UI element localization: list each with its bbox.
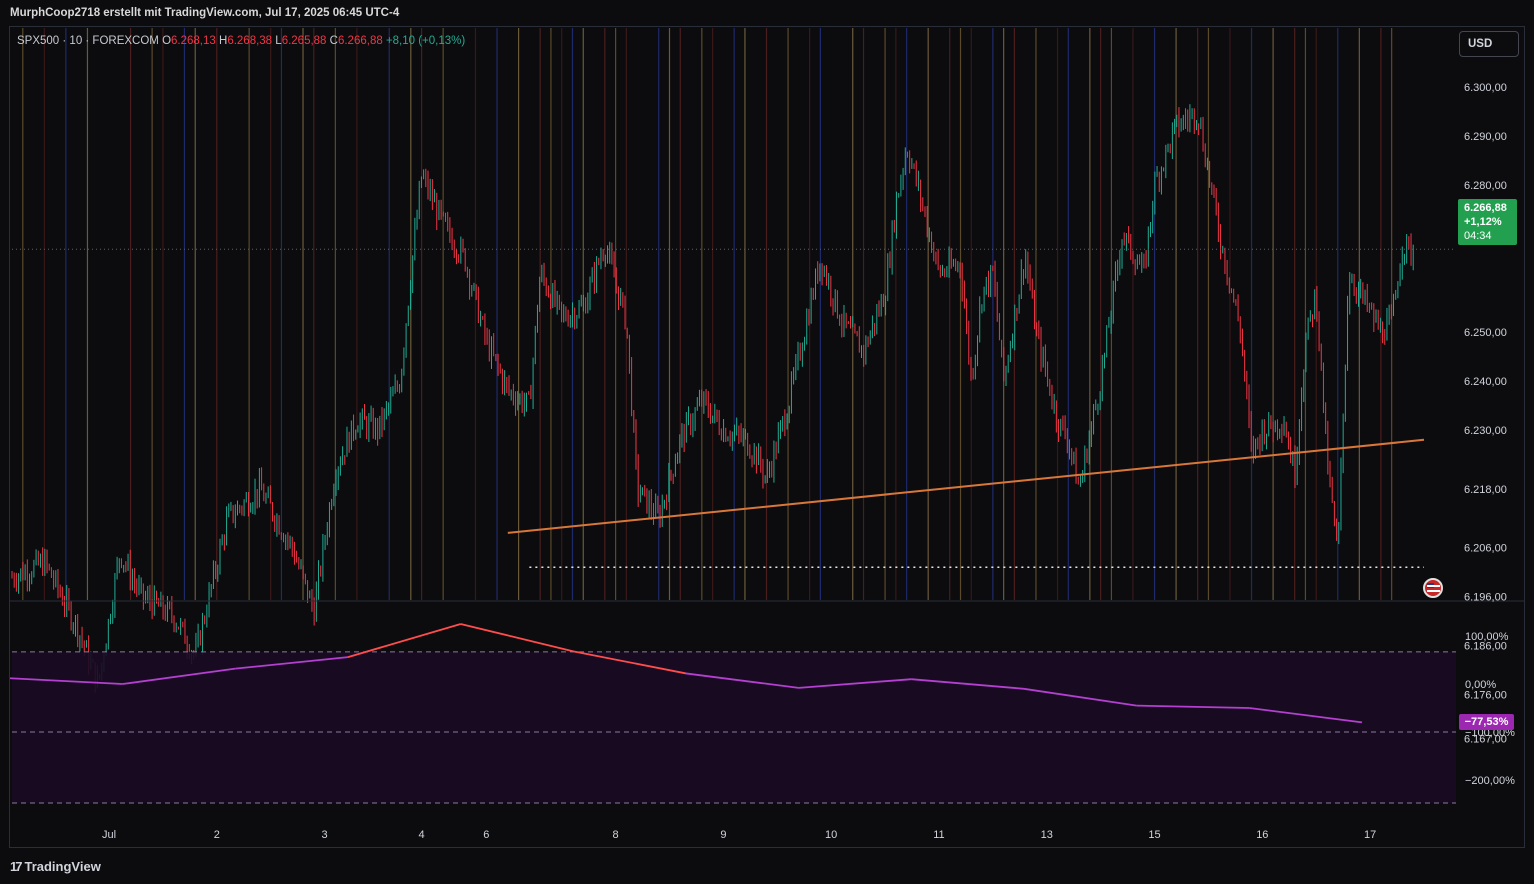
price-axis: 6.300,006.290,006.280,006.270,006.250,00…: [1464, 82, 1515, 787]
us-flag-icon[interactable]: [1423, 578, 1443, 598]
time-axis-label: 10: [825, 829, 837, 841]
tradingview-logo-icon: 17: [10, 859, 23, 874]
price-candles: [11, 104, 1414, 693]
price-axis-label: 6.290,00: [1464, 131, 1507, 143]
currency-selector-button[interactable]: USD: [1459, 31, 1519, 57]
bar-countdown: 04:34: [1464, 230, 1492, 242]
symbol-legend[interactable]: SPX500 · 10 · FOREXCOM O6.268,13 H6.268,…: [17, 35, 465, 47]
time-axis-label: 15: [1148, 829, 1160, 841]
oscillator-axis-label: −100,00%: [1465, 727, 1515, 739]
tradingview-brand[interactable]: 17 TradingView: [10, 859, 101, 874]
price-axis-label: 6.250,00: [1464, 327, 1507, 339]
oscillator-line-segment: [573, 650, 687, 675]
chart-caption: MurphCoop2718 erstellt mit TradingView.c…: [10, 7, 400, 19]
time-axis-label: 2: [214, 829, 220, 841]
last-price-value: 6.266,88: [1464, 202, 1507, 214]
last-price-change: +1,12%: [1464, 216, 1502, 228]
time-axis-label: 8: [613, 829, 619, 841]
price-axis-label: 6.300,00: [1464, 82, 1507, 94]
chart-overlays: [10, 248, 1524, 602]
oscillator-line-segment: [460, 623, 574, 653]
time-axis-label: 11: [933, 829, 944, 841]
chart-frame: [9, 26, 1525, 848]
price-axis-label: 6.206,00: [1464, 543, 1507, 555]
oscillator-line-segment: [1136, 704, 1250, 709]
oscillator-value-badge: −77,53%: [1459, 714, 1514, 730]
oscillator-line-segment: [685, 672, 799, 689]
oscillator-pane: [9, 623, 1456, 804]
oscillator-band: [12, 651, 1456, 804]
open-label: O: [162, 35, 172, 47]
high-value: 6.268,38: [227, 35, 273, 47]
time-axis-label: 9: [720, 829, 726, 841]
time-axis-label: Jul: [102, 829, 116, 841]
time-axis-label: 4: [419, 829, 425, 841]
price-axis-label: 6.186,00: [1464, 641, 1507, 653]
price-axis-label: 6.167,00: [1464, 734, 1507, 746]
vertical-marker-lines: [22, 28, 1393, 600]
change-value: +8,10 (+0,13%): [385, 35, 466, 47]
time-axis-label: 3: [322, 829, 328, 841]
price-axis-label: 6.280,00: [1464, 180, 1507, 192]
price-axis-label: 6.230,00: [1464, 425, 1507, 437]
oscillator-axis-label: −200,00%: [1465, 775, 1515, 787]
trend-line: [507, 438, 1425, 534]
price-axis-label: 6.218,00: [1464, 484, 1507, 496]
price-axis-label: 6.176,00: [1464, 690, 1507, 702]
oscillator-line-segment: [911, 678, 1025, 690]
time-axis: Jul 2 3 4 6 8 9 10 11 13 15 16 17: [102, 829, 1376, 841]
close-value: 6.266,88: [337, 35, 383, 47]
oscillator-axis-label: 100,00%: [1465, 631, 1509, 643]
brand-name: TradingView: [24, 859, 101, 874]
close-label: C: [329, 35, 338, 47]
symbol-name[interactable]: SPX500 · 10 · FOREXCOM: [17, 35, 159, 47]
high-label: H: [219, 35, 228, 47]
oscillator-line-segment: [1249, 707, 1363, 724]
time-axis-label: 16: [1256, 829, 1268, 841]
time-axis-label: 17: [1364, 829, 1376, 841]
oscillator-axis-label: 0,00%: [1465, 679, 1496, 691]
oscillator-line-segment: [9, 677, 123, 685]
oscillator-line-segment: [235, 656, 349, 670]
oscillator-line-segment: [347, 623, 461, 658]
oscillator-line-segment: [1023, 687, 1137, 707]
price-axis-label: 6.240,00: [1464, 376, 1507, 388]
open-value: 6.268,13: [171, 35, 216, 47]
time-axis-label: 13: [1041, 829, 1053, 841]
oscillator-line-segment: [122, 667, 236, 685]
low-label: L: [275, 35, 282, 47]
low-value: 6.265,88: [281, 35, 327, 47]
oscillator-line-segment: [798, 678, 912, 689]
time-axis-label: 6: [483, 829, 489, 841]
last-price-badge: 6.266,88 +1,12% 04:34: [1458, 199, 1517, 245]
price-axis-label: 6.196,00: [1464, 592, 1507, 604]
